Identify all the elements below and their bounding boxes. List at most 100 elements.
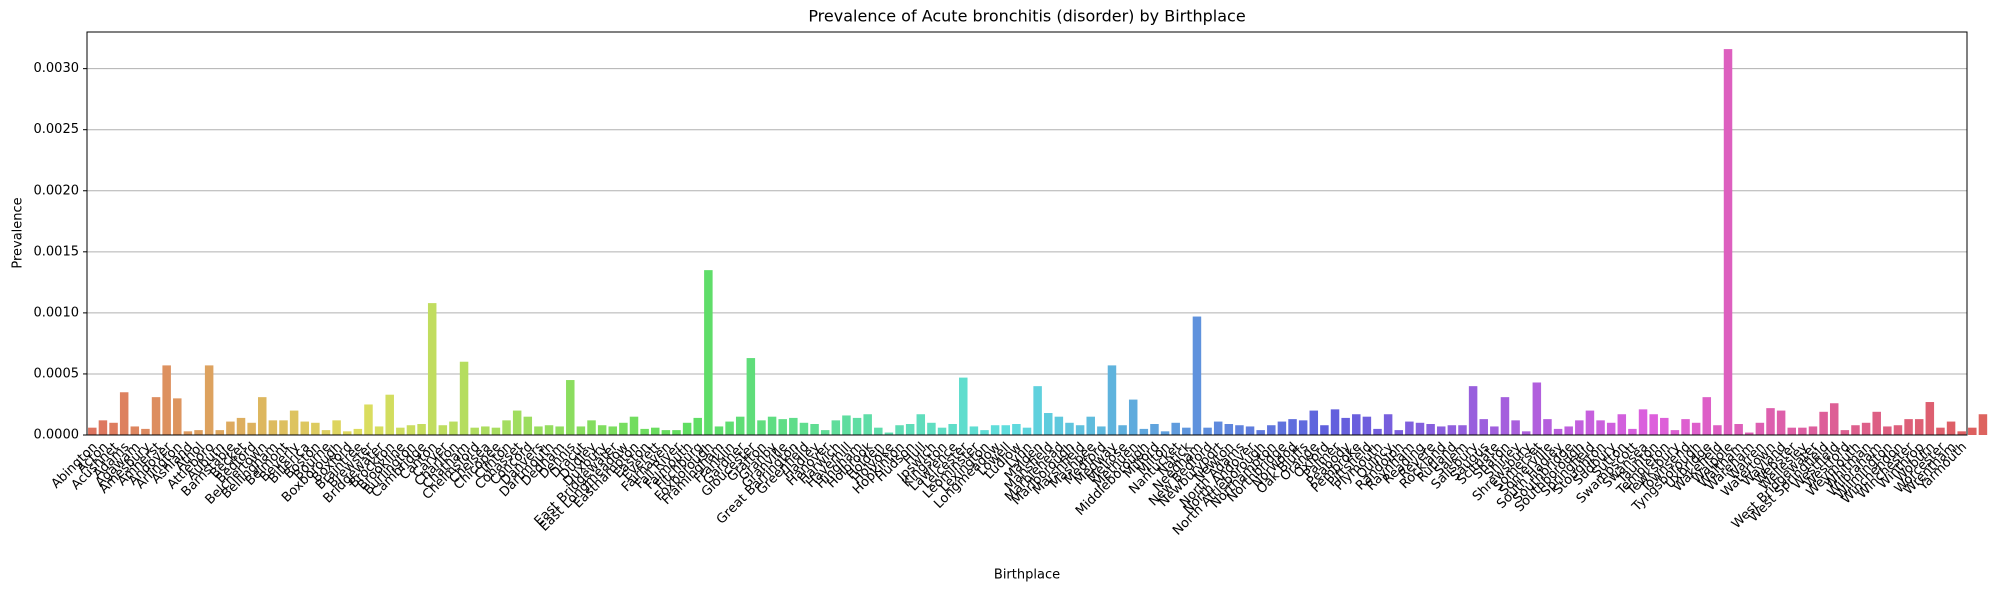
bar [141, 428, 150, 435]
bar [704, 270, 713, 435]
bar [767, 416, 777, 435]
bar [1405, 421, 1414, 435]
bar [1734, 424, 1743, 435]
bar [502, 420, 511, 435]
bar [88, 427, 97, 435]
bar [289, 410, 299, 435]
bar [1649, 414, 1658, 435]
bar [619, 422, 628, 435]
bar [1086, 416, 1095, 435]
bar [247, 422, 256, 435]
bar [1426, 424, 1435, 435]
bar [1043, 413, 1053, 435]
y-tick-label: 0.0030 [34, 61, 80, 76]
bar [1978, 414, 1988, 435]
bar [1150, 424, 1159, 435]
bar [1787, 427, 1796, 435]
bar [1330, 409, 1340, 435]
bar [1352, 414, 1361, 435]
bar [481, 426, 490, 435]
y-tick-label: 0.0005 [34, 366, 80, 381]
bar [1415, 422, 1425, 435]
bar [1851, 425, 1860, 435]
bar [1097, 426, 1106, 435]
bar [587, 420, 596, 435]
bar [820, 430, 830, 435]
bar [1075, 425, 1085, 435]
bar [990, 425, 1000, 435]
bar [523, 416, 533, 435]
bar [300, 421, 309, 435]
bar [1702, 397, 1712, 435]
bar [1277, 421, 1287, 435]
bar [1745, 432, 1754, 435]
bar [427, 303, 437, 435]
bar [852, 417, 862, 435]
bar [1128, 399, 1138, 435]
bar [1203, 427, 1212, 435]
bar [1808, 426, 1818, 435]
bar [746, 358, 756, 435]
bar [1065, 422, 1074, 435]
bar [1617, 414, 1627, 435]
bar [1914, 419, 1924, 435]
bar [364, 404, 373, 435]
bar [1298, 420, 1308, 435]
bar [969, 426, 979, 435]
y-tick-label: 0.0010 [34, 305, 80, 320]
y-tick-label: 0.0000 [34, 428, 80, 443]
bar [470, 427, 479, 435]
bar [1139, 428, 1149, 435]
bar [226, 421, 235, 435]
bar [1160, 431, 1170, 435]
bar [1362, 416, 1372, 435]
bar [693, 417, 702, 435]
bar [831, 420, 841, 435]
bar [406, 425, 416, 435]
bar [151, 397, 161, 435]
bar [789, 417, 798, 435]
bar [258, 397, 267, 435]
bar [1054, 416, 1064, 435]
bar [119, 392, 129, 435]
bar [1447, 425, 1457, 435]
bar [449, 421, 458, 435]
bar [1638, 409, 1648, 435]
bar [342, 431, 352, 435]
bar [1553, 428, 1563, 435]
bar [959, 377, 968, 435]
bar [1606, 422, 1616, 435]
bar [204, 365, 214, 435]
bar [1320, 425, 1329, 435]
bar [629, 416, 639, 435]
bar [884, 432, 894, 435]
bar [1288, 419, 1297, 435]
bar [1521, 431, 1531, 435]
bar [183, 431, 193, 435]
bar [1755, 422, 1765, 435]
bar [1479, 419, 1488, 435]
bar [173, 398, 182, 435]
y-tick-label: 0.0015 [34, 244, 80, 259]
bar [757, 420, 766, 435]
bar [279, 420, 288, 435]
bar [863, 414, 872, 435]
bar [555, 426, 564, 435]
bar [1968, 427, 1977, 435]
bar [1723, 49, 1733, 435]
bar [396, 427, 405, 435]
y-axis-label: Prevalence [11, 197, 26, 268]
bar [109, 422, 118, 435]
bar [640, 428, 649, 435]
bar [236, 417, 246, 435]
bar [1118, 425, 1127, 435]
bar [1681, 419, 1690, 435]
bar [1235, 425, 1244, 435]
bar [1532, 382, 1542, 435]
bar [1660, 417, 1669, 435]
bar [1309, 410, 1319, 435]
bar [895, 425, 904, 435]
bar [311, 422, 320, 435]
bar [799, 422, 809, 435]
bar [1256, 430, 1265, 435]
